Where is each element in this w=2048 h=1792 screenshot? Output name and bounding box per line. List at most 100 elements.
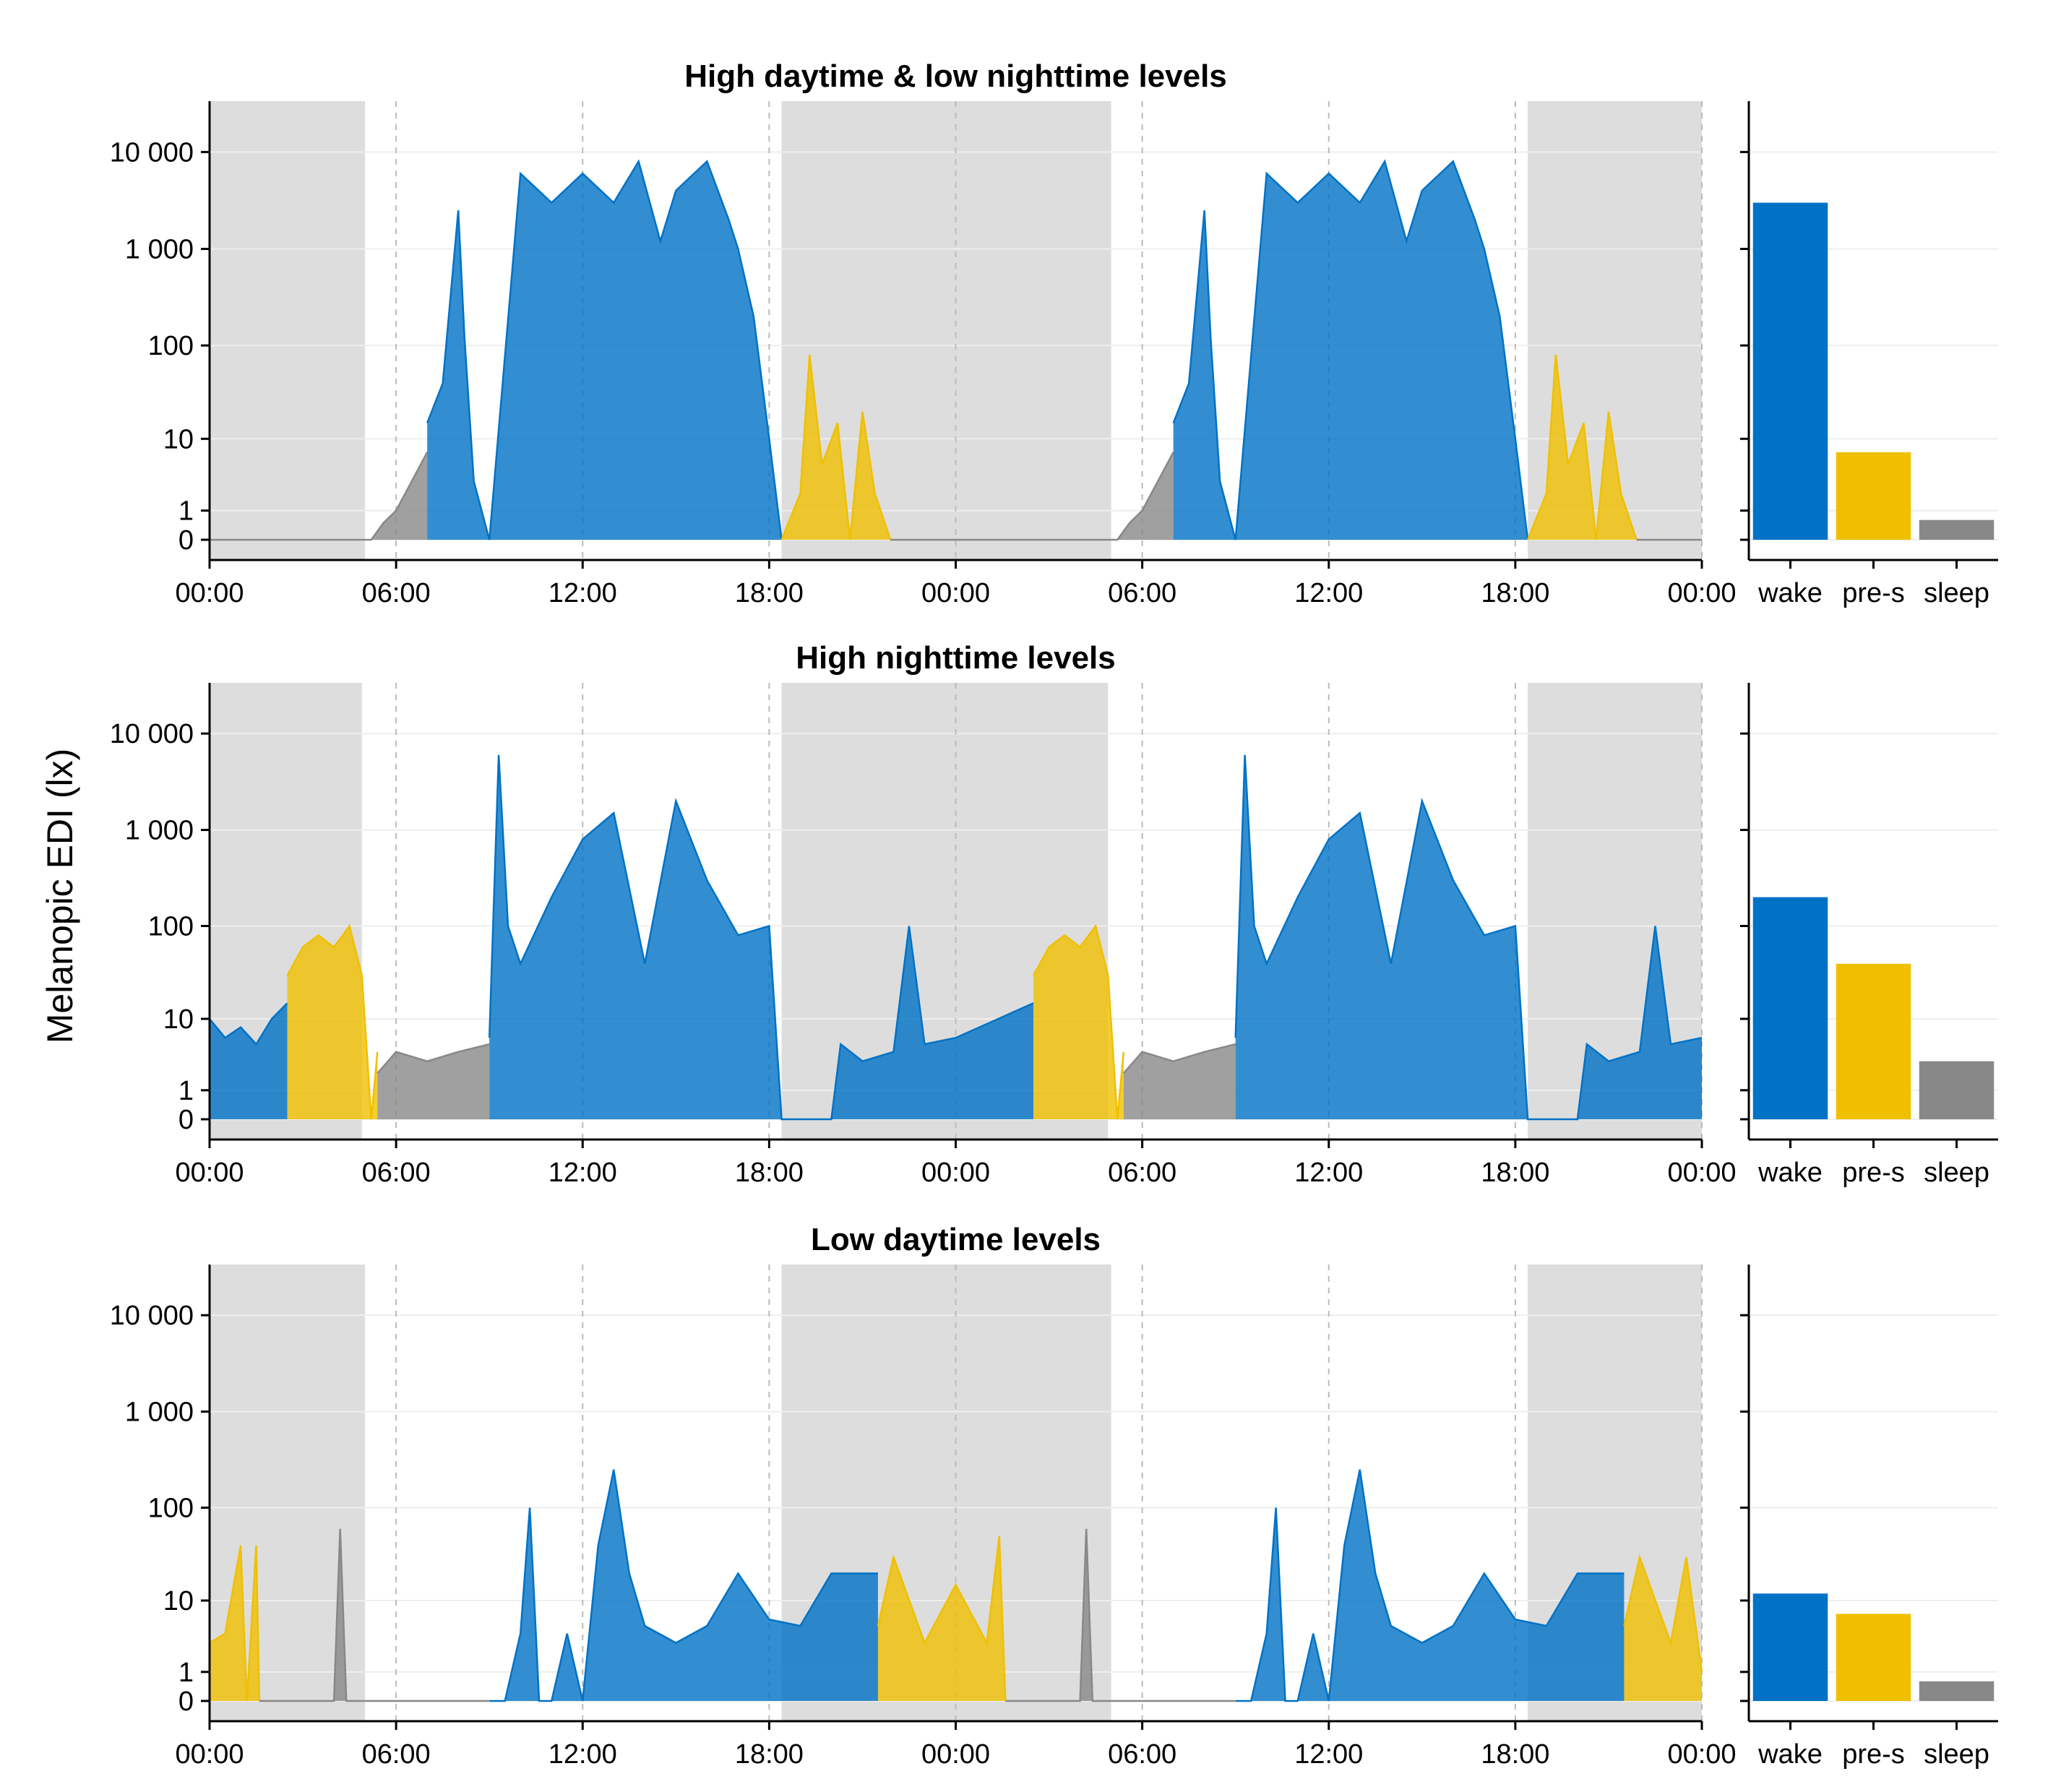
series-area-sleep: [377, 1044, 490, 1119]
summary-bar-pre-s: [1836, 1614, 1911, 1701]
series-line-sleep: [1005, 1528, 1236, 1702]
y-tick-label: 100: [148, 912, 194, 942]
x-tick-label: 06:00: [362, 1158, 431, 1188]
series-line-sleep: [890, 452, 1174, 541]
x-tick-label: 06:00: [362, 578, 431, 608]
y-tick-label: 0: [178, 525, 194, 556]
summary-category-label: sleep: [1924, 1739, 1989, 1770]
y-tick-label: 100: [148, 331, 194, 361]
x-tick-label: 18:00: [1481, 1158, 1549, 1188]
x-tick-label: 12:00: [1294, 1158, 1363, 1188]
summary-category-label: wake: [1757, 1158, 1823, 1188]
series-line-wake: [426, 159, 783, 540]
y-tick-label: 10: [163, 424, 194, 455]
series-line-pre-sleep: [209, 1545, 261, 1702]
x-tick-label: 12:00: [548, 1739, 617, 1770]
night-shade: [210, 101, 366, 560]
series-line-sleep: [377, 1043, 490, 1074]
series-area-pre-sleep: [877, 1536, 1006, 1701]
series-line-wake: [1235, 1469, 1625, 1702]
panel-3: 01 10 100 1 000 10 000 00:00 06:00 12:00 18:00 00…: [110, 1222, 1998, 1770]
summary-category-label: wake: [1757, 1739, 1823, 1770]
x-tick-label: 00:00: [921, 1739, 990, 1770]
y-tick-label: 1: [178, 1076, 194, 1106]
summary-bar-wake: [1752, 897, 1828, 1119]
series-area-sleep: [890, 452, 1174, 540]
summary-category-label: sleep: [1924, 1158, 1989, 1188]
x-tick-label: 00:00: [1667, 1739, 1736, 1770]
x-tick-label: 18:00: [735, 578, 804, 608]
summary-bar-sleep: [1919, 1681, 1995, 1701]
summary-category-label: pre-s: [1842, 1158, 1905, 1188]
series-area-wake: [1235, 754, 1702, 1119]
series-area-wake: [210, 1003, 288, 1119]
series-line-pre-sleep: [286, 923, 379, 1120]
series-area-wake: [1173, 161, 1528, 540]
y-tick-label: 0: [178, 1687, 194, 1717]
x-tick-label: 18:00: [1481, 578, 1549, 608]
series-line-wake: [209, 1002, 288, 1046]
panel-title: High nighttime levels: [796, 640, 1116, 676]
series-area-sleep: [210, 452, 428, 540]
series-area-pre-sleep: [1033, 926, 1124, 1119]
x-tick-label: 06:00: [362, 1739, 431, 1770]
panel-2: 01 10 100 1 000 10 000 00:00 06:00 12:00 18:00 00…: [110, 640, 1998, 1188]
series-area-wake: [1235, 1469, 1625, 1701]
summary-category-label: pre-s: [1842, 1739, 1905, 1770]
y-tick-label: 100: [148, 1494, 194, 1524]
series-line-pre-sleep: [780, 354, 892, 540]
y-tick-label: 0: [178, 1105, 194, 1135]
y-tick-label: 10: [163, 1586, 194, 1616]
series-area-pre-sleep: [781, 354, 891, 540]
y-tick-label: 1 000: [125, 234, 194, 264]
series-area-wake: [489, 754, 1034, 1119]
summary-category-label: pre-s: [1842, 578, 1905, 608]
y-axis-label: Melanopic EDI (lx): [40, 749, 80, 1043]
panel-title: High daytime & low nighttime levels: [684, 59, 1227, 94]
x-tick-label: 12:00: [548, 1158, 617, 1188]
series-line-sleep: [1122, 1043, 1236, 1074]
x-tick-label: 00:00: [175, 578, 244, 608]
series-line-pre-sleep: [1623, 1554, 1703, 1672]
y-tick-label: 1 000: [125, 816, 194, 846]
y-tick-label: 10 000: [110, 1301, 194, 1331]
series-line-wake: [1172, 159, 1529, 540]
x-tick-label: 00:00: [1667, 578, 1736, 608]
panel-1: 01 10 100 1 000 10 000 00:00 06:00 12:00 18:00 00…: [110, 59, 1998, 608]
summary-category-label: sleep: [1924, 578, 1989, 608]
series-line-wake: [489, 1469, 878, 1702]
x-tick-label: 00:00: [175, 1158, 244, 1188]
series-line-wake: [1234, 754, 1703, 1121]
y-tick-label: 10: [163, 1004, 194, 1035]
panel-title: Low daytime levels: [811, 1222, 1101, 1257]
x-tick-label: 18:00: [735, 1158, 804, 1188]
y-tick-label: 1 000: [125, 1397, 194, 1428]
series-line-sleep: [259, 1528, 490, 1702]
x-tick-label: 06:00: [1108, 578, 1176, 608]
summary-bar-wake: [1752, 202, 1828, 540]
series-line-pre-sleep: [1032, 923, 1125, 1120]
series-area-wake: [489, 1469, 878, 1701]
series-area-wake: [427, 161, 782, 540]
series-line-pre-sleep: [877, 1535, 1007, 1702]
series-line-pre-sleep: [1526, 354, 1638, 540]
summary-bar-pre-s: [1836, 963, 1911, 1119]
summary-category-label: wake: [1757, 578, 1823, 608]
x-tick-label: 12:00: [548, 578, 617, 608]
summary-bar-sleep: [1919, 1061, 1995, 1119]
x-tick-label: 00:00: [921, 1158, 990, 1188]
series-area-pre-sleep: [1528, 354, 1637, 540]
series-area-sleep: [1123, 1044, 1236, 1119]
series-area-pre-sleep: [287, 926, 378, 1119]
x-tick-label: 18:00: [1481, 1739, 1549, 1770]
series-area-pre-sleep: [1624, 1556, 1702, 1701]
y-tick-label: 1: [178, 1658, 194, 1688]
y-tick-label: 1: [178, 496, 194, 527]
x-tick-label: 00:00: [175, 1739, 244, 1770]
x-tick-label: 12:00: [1294, 578, 1363, 608]
y-tick-label: 10 000: [110, 137, 194, 168]
x-tick-label: 12:00: [1294, 1739, 1363, 1770]
x-tick-label: 00:00: [1667, 1158, 1736, 1188]
series-line-wake: [488, 754, 1034, 1121]
